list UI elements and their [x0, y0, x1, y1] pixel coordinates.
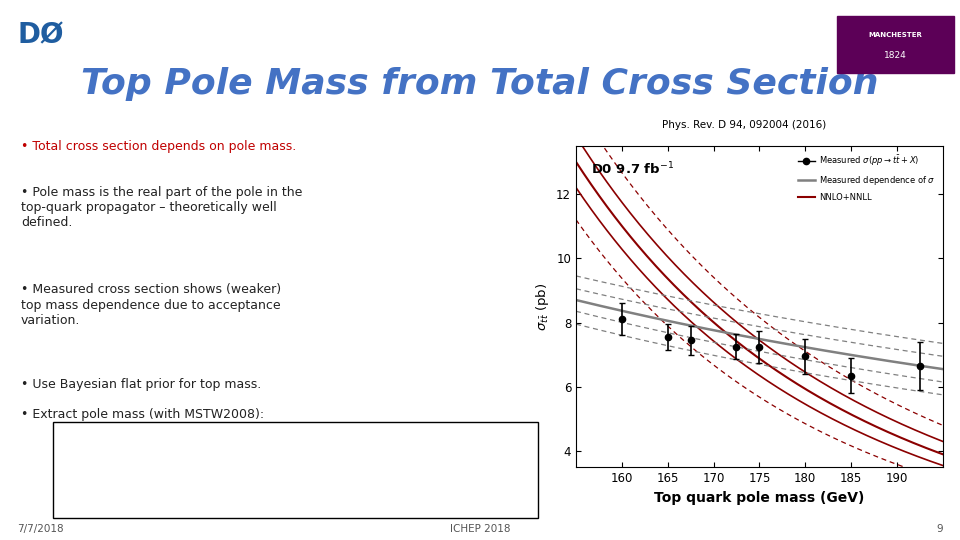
- Text: MANCHESTER: MANCHESTER: [869, 32, 923, 38]
- Text: • Total cross section depends on pole mass.: • Total cross section depends on pole ma…: [21, 140, 297, 153]
- Text: D0 9.7 fb$^{-1}$: D0 9.7 fb$^{-1}$: [590, 160, 674, 177]
- Bar: [837, 16, 954, 73]
- Legend: Measured $\sigma(pp\rightarrow t\bar{t}+X)$, Measured dependence of $\sigma$, NN: Measured $\sigma(pp\rightarrow t\bar{t}+…: [795, 150, 939, 205]
- Text: 1824: 1824: [884, 51, 907, 59]
- Bar: [53, 422, 538, 518]
- Text: Top Pole Mass from Total Cross Section: Top Pole Mass from Total Cross Section: [82, 67, 878, 100]
- Text: • Pole mass is the real part of the pole in the
top-quark propagator – theoretic: • Pole mass is the real part of the pole…: [21, 186, 302, 230]
- X-axis label: Top quark pole mass (GeV): Top quark pole mass (GeV): [654, 490, 865, 504]
- Text: $m_t = 172.8\,^{+3.4}_{-3.2}\,(\mathrm{tot.})\,\mathrm{GeV}$: $m_t = 172.8\,^{+3.4}_{-3.2}\,(\mathrm{t…: [72, 476, 219, 496]
- Text: • Measured cross section shows (weaker)
top mass dependence due to acceptance
va: • Measured cross section shows (weaker) …: [21, 284, 281, 327]
- Text: 9: 9: [936, 523, 943, 534]
- Y-axis label: $\sigma_{t\bar{t}}$ (pb): $\sigma_{t\bar{t}}$ (pb): [534, 282, 551, 330]
- Text: $m_t = 172.8 \pm 1.1\,(\mathrm{theo.})\,^{+3.3}_{-3.1}\,(\mathrm{exp.})\,\mathrm: $m_t = 172.8 \pm 1.1\,(\mathrm{theo.})\,…: [72, 428, 300, 449]
- Text: • Use Bayesian flat prior for top mass.: • Use Bayesian flat prior for top mass.: [21, 378, 261, 391]
- Text: DØ: DØ: [17, 21, 63, 49]
- Text: ICHEP 2018: ICHEP 2018: [449, 523, 511, 534]
- Text: Phys. Rev. D 94, 092004 (2016): Phys. Rev. D 94, 092004 (2016): [661, 120, 827, 130]
- Text: • Extract pole mass (with MSTW2008):: • Extract pole mass (with MSTW2008):: [21, 408, 264, 421]
- Text: 7/7/2018: 7/7/2018: [17, 523, 64, 534]
